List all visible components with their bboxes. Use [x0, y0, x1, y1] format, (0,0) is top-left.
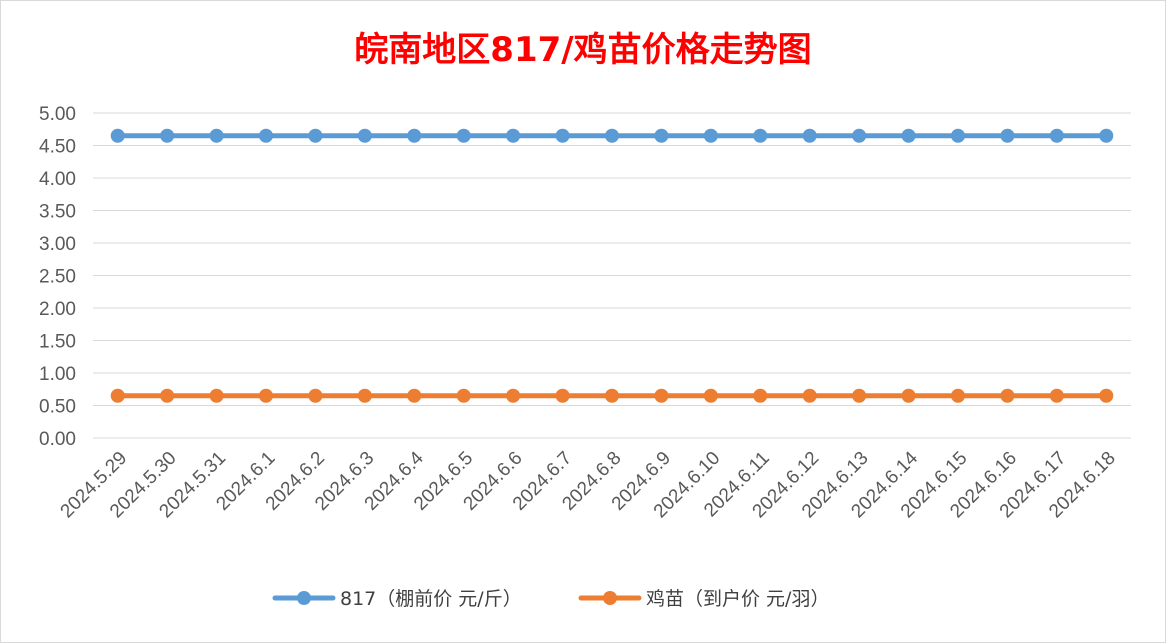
data-point [1099, 388, 1114, 403]
legend-label: 817（棚前价 元/斤） [340, 588, 522, 610]
data-point [357, 388, 372, 403]
y-tick-label: 2.50 [39, 267, 76, 288]
y-tick-label: 1.50 [39, 332, 76, 353]
legend[interactable]: 817（棚前价 元/斤） 鸡苗（到户价 元/羽） [272, 588, 829, 610]
legend-item[interactable]: 鸡苗（到户价 元/羽） [578, 588, 829, 610]
y-tick-label: 4.00 [39, 169, 76, 190]
gridlines [93, 112, 1131, 439]
y-tick-label: 4.50 [39, 137, 76, 158]
data-point [160, 128, 175, 143]
y-tick-label: 0.00 [39, 429, 76, 450]
data-point [753, 388, 768, 403]
data-point [110, 388, 125, 403]
data-point [605, 388, 619, 403]
data-point [852, 128, 867, 143]
data-point [1049, 388, 1064, 403]
data-point [951, 388, 965, 403]
chart-title: 皖南地区817/鸡苗价格走势图 [354, 30, 811, 70]
data-point [407, 388, 422, 403]
data-point [110, 128, 125, 143]
y-axis: 0.00 0.50 1.00 1.50 2.00 2.50 3.00 3.50 4.00 4.50… [39, 104, 76, 450]
series-2 [110, 388, 1114, 403]
y-tick-label: 2.00 [39, 299, 76, 320]
data-point [753, 128, 768, 143]
data-point [852, 388, 867, 403]
data-point [1099, 128, 1114, 143]
data-point [555, 128, 570, 143]
data-point [951, 128, 965, 143]
y-tick-label: 3.00 [39, 234, 76, 255]
legend-label: 鸡苗（到户价 元/羽） [646, 588, 829, 610]
legend-point-marker [297, 591, 311, 605]
data-point [802, 388, 817, 403]
data-point [259, 128, 273, 143]
series-group [110, 128, 1114, 403]
data-point [407, 128, 422, 143]
data-point [506, 128, 521, 143]
y-tick-label: 5.00 [39, 104, 76, 125]
data-point [703, 128, 718, 143]
data-point [160, 388, 175, 403]
data-point [1000, 128, 1015, 143]
x-axis: 2024.5.292024.5.302024.5.312024.6.12024.… [57, 447, 1120, 522]
data-point [703, 388, 718, 403]
y-tick-label: 0.50 [39, 397, 76, 418]
data-point [308, 128, 323, 143]
data-point [456, 388, 471, 403]
data-point [456, 128, 471, 143]
legend-point-marker [603, 591, 617, 605]
data-point [901, 128, 916, 143]
data-point [901, 388, 916, 403]
data-point [1049, 128, 1064, 143]
data-point [506, 388, 521, 403]
data-point [802, 128, 817, 143]
data-point [259, 388, 273, 403]
data-point [654, 128, 669, 143]
y-tick-label: 1.00 [39, 364, 76, 385]
y-tick-label: 3.50 [39, 202, 76, 223]
data-point [357, 128, 372, 143]
data-point [1000, 388, 1015, 403]
data-point [308, 388, 323, 403]
series-1 [110, 128, 1114, 143]
data-point [605, 128, 619, 143]
data-point [654, 388, 669, 403]
data-point [209, 128, 224, 143]
data-point [209, 388, 224, 403]
data-point [555, 388, 570, 403]
legend-item[interactable]: 817（棚前价 元/斤） [272, 588, 522, 610]
